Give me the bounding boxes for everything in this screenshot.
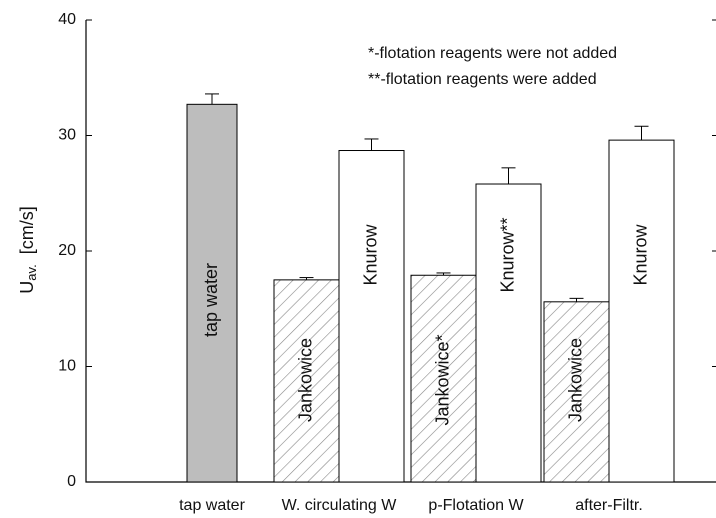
- bar: [186, 103, 238, 483]
- bar: [543, 301, 610, 483]
- y-tick-label: 10: [58, 358, 76, 375]
- bar-label: Knurow: [360, 223, 380, 285]
- x-tick-label: p-Flotation W: [428, 497, 524, 514]
- y-axis-title: Uav. [cm/s]: [17, 206, 40, 293]
- bar: [273, 279, 340, 483]
- x-tick-label: after-Filtr.: [575, 497, 643, 514]
- bar-label: Knurow**: [497, 217, 517, 292]
- y-tick-label: 30: [58, 127, 76, 144]
- bar-label: Knurow: [630, 223, 650, 285]
- y-label-sub: av.: [24, 264, 39, 280]
- y-tick-label: 0: [67, 473, 76, 490]
- bar-label: Jankowice: [295, 338, 315, 422]
- y-tick-label: 40: [58, 11, 76, 28]
- bar: [475, 183, 542, 483]
- x-tick-label: tap water: [179, 497, 245, 514]
- x-tick-label: W. circulating W: [282, 497, 398, 514]
- annotation: *-flotation reagents were not added: [368, 45, 617, 62]
- y-label-unit: [cm/s]: [17, 206, 37, 254]
- bar-label: Jankowice: [565, 338, 585, 422]
- bar-label: tap water: [201, 263, 221, 337]
- bar: [608, 139, 675, 483]
- bar-label: Jankowice*: [432, 334, 452, 425]
- bar: [410, 274, 477, 483]
- bar: [338, 150, 405, 483]
- y-tick-label: 20: [58, 242, 76, 259]
- annotation: **-flotation reagents were added: [368, 71, 597, 88]
- y-label: U: [17, 281, 37, 294]
